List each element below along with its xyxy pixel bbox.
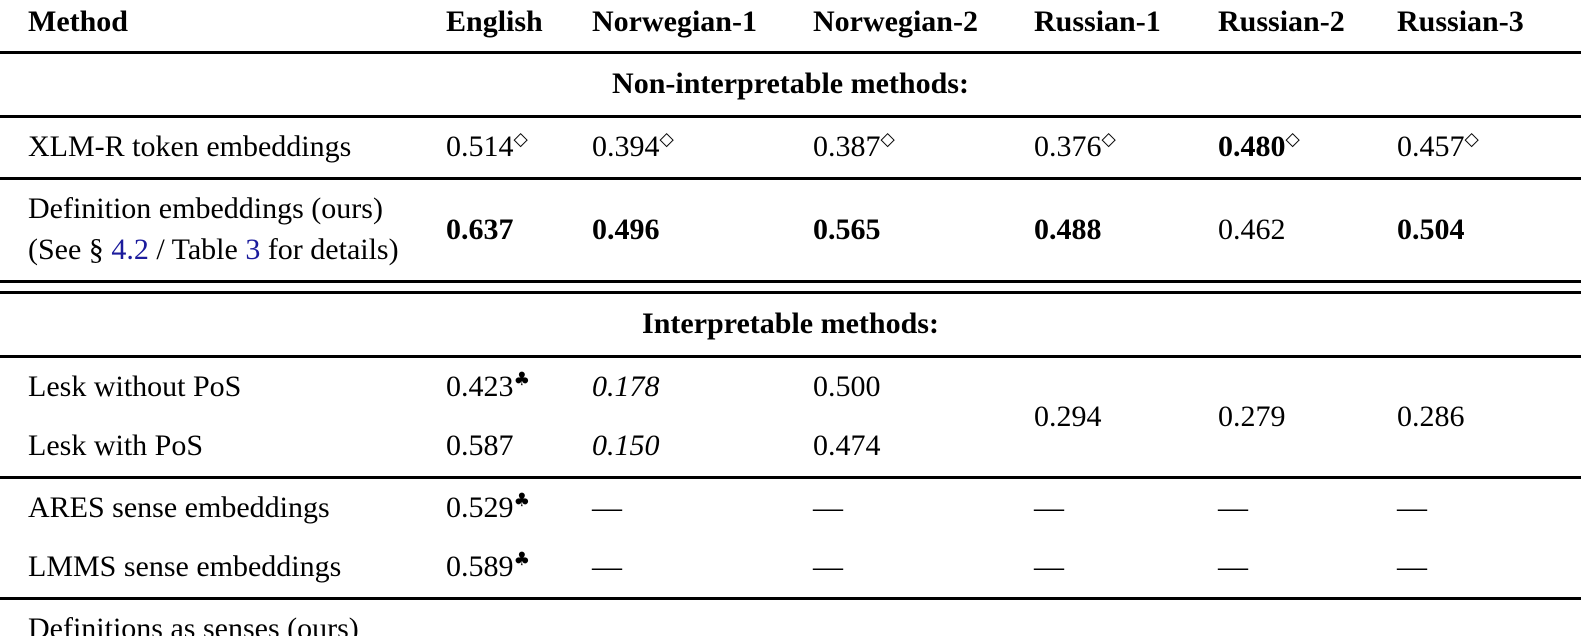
table-row-lmms: LMMS sense embeddings 0.589♣ — — — — — — [0, 538, 1581, 599]
score-cell: 0.387◇ — [813, 115, 1034, 179]
score-cell: 0.488 — [1034, 177, 1218, 282]
missing-value: — — [592, 550, 622, 583]
club-icon: ♣ — [513, 549, 531, 570]
method-name: Lesk with PoS — [28, 429, 204, 462]
column-header-russian-2: Russian-2 — [1218, 0, 1397, 54]
score-cell: 0.457◇ — [1397, 115, 1581, 179]
method-cell: Definition embeddings (ours) (See § 4.2 … — [0, 177, 446, 282]
score-cell: 0.474 — [813, 429, 881, 462]
table-ref-link[interactable]: 3 — [245, 233, 261, 266]
score-cell: 0.496 — [592, 177, 813, 282]
diamond-icon: ◇ — [880, 129, 895, 150]
diamond-icon: ◇ — [1101, 129, 1116, 150]
score-cell: 0.391 — [1034, 597, 1218, 636]
score-cell: 0.480◇ — [1218, 115, 1397, 179]
score-cell: 0.462 — [1218, 177, 1397, 282]
diamond-icon: ◇ — [1285, 129, 1300, 150]
score-cell: 0.260 — [813, 597, 1034, 636]
method-name: LMMS sense embeddings — [28, 550, 342, 583]
score-cell: 0.431 — [1218, 597, 1397, 636]
club-icon: ♣ — [513, 369, 531, 390]
score-cell: 0.362 — [592, 597, 813, 636]
method-note: (See § 4.2 / Table 3 for details) — [28, 233, 399, 266]
missing-value: — — [813, 550, 843, 583]
section-divider — [0, 280, 1581, 294]
section-header-interpretable: Interpretable methods: — [0, 293, 1581, 357]
method-name: Definitions as senses (ours) — [28, 612, 359, 636]
method-name: Definition embeddings (ours) — [28, 192, 383, 225]
score-cell: 0.514◇ — [446, 115, 592, 179]
score-cell: 0.491 — [1397, 597, 1581, 636]
column-header-norwegian-2: Norwegian-2 — [813, 0, 1034, 54]
column-header-russian-1: Russian-1 — [1034, 0, 1218, 54]
score-cell: 0.178 — [592, 355, 813, 417]
method-name: ARES sense embeddings — [0, 476, 446, 538]
score-cell: 0.529♣ — [446, 476, 592, 538]
method-cell: Definitions as senses (ours) (See § 4.3 … — [0, 597, 446, 636]
column-header-english: English — [446, 0, 592, 54]
diamond-icon: ◇ — [1464, 129, 1479, 150]
score-cell: 0.504 — [1397, 177, 1581, 282]
table-header-row: Method English Norwegian-1 Norwegian-2 R… — [0, 0, 1581, 54]
method-name: Lesk without PoS — [0, 355, 446, 417]
table-row-lesk-without-pos: Lesk without PoS 0.423♣ 0.178 0.500 0.29… — [0, 355, 1581, 478]
table-row-definitions-as-senses: Definitions as senses (ours) (See § 4.3 … — [0, 597, 1581, 636]
missing-value: — — [1397, 550, 1427, 583]
section-header-non-interpretable: Non-interpretable methods: — [0, 53, 1581, 117]
missing-value: — — [1218, 550, 1248, 583]
score-cell: 0.423♣ — [446, 355, 592, 417]
section-title: Non-interpretable methods: — [612, 67, 969, 100]
score-cell: 0.587 — [446, 429, 514, 462]
score-cell: 0.637 — [446, 177, 592, 282]
score-cell: 0.589♣ — [446, 549, 531, 583]
score-cell: 0.565 — [813, 177, 1034, 282]
score-cell: 0.394◇ — [592, 115, 813, 179]
score-cell-merged: 0.294 — [1034, 355, 1218, 478]
score-cell-merged: 0.286 — [1397, 355, 1581, 478]
diamond-icon: ◇ — [659, 129, 674, 150]
score-cell: 0.150 — [592, 429, 660, 462]
section-ref-link[interactable]: 4.2 — [111, 233, 149, 266]
missing-value: — — [1218, 476, 1397, 538]
table-row-ares: ARES sense embeddings 0.529♣ — — — — — — [0, 476, 1581, 538]
method-name: XLM-R token embeddings — [0, 115, 446, 179]
missing-value: — — [1034, 550, 1064, 583]
missing-value: — — [813, 476, 1034, 538]
missing-value: — — [592, 476, 813, 538]
missing-value: — — [1034, 476, 1218, 538]
table-row-xlmr-token-embeddings: XLM-R token embeddings 0.514◇ 0.394◇ 0.3… — [0, 115, 1581, 179]
score-cell-merged: 0.279 — [1218, 355, 1397, 478]
score-cell: 0.376◇ — [1034, 115, 1218, 179]
score-cell: 0.565 — [446, 597, 592, 636]
club-icon: ♣ — [513, 490, 531, 511]
diamond-icon: ◇ — [513, 129, 528, 150]
table-row-definition-embeddings: Definition embeddings (ours) (See § 4.2 … — [0, 177, 1581, 282]
column-header-norwegian-1: Norwegian-1 — [592, 0, 813, 54]
column-header-method: Method — [0, 0, 446, 54]
section-title: Interpretable methods: — [642, 307, 939, 340]
column-header-russian-3: Russian-3 — [1397, 0, 1581, 54]
table-row-lesk-with-pos: Lesk with PoS 0.587 0.150 0.474 — [0, 417, 1581, 478]
score-cell: 0.500 — [813, 355, 1034, 417]
missing-value: — — [1397, 476, 1581, 538]
